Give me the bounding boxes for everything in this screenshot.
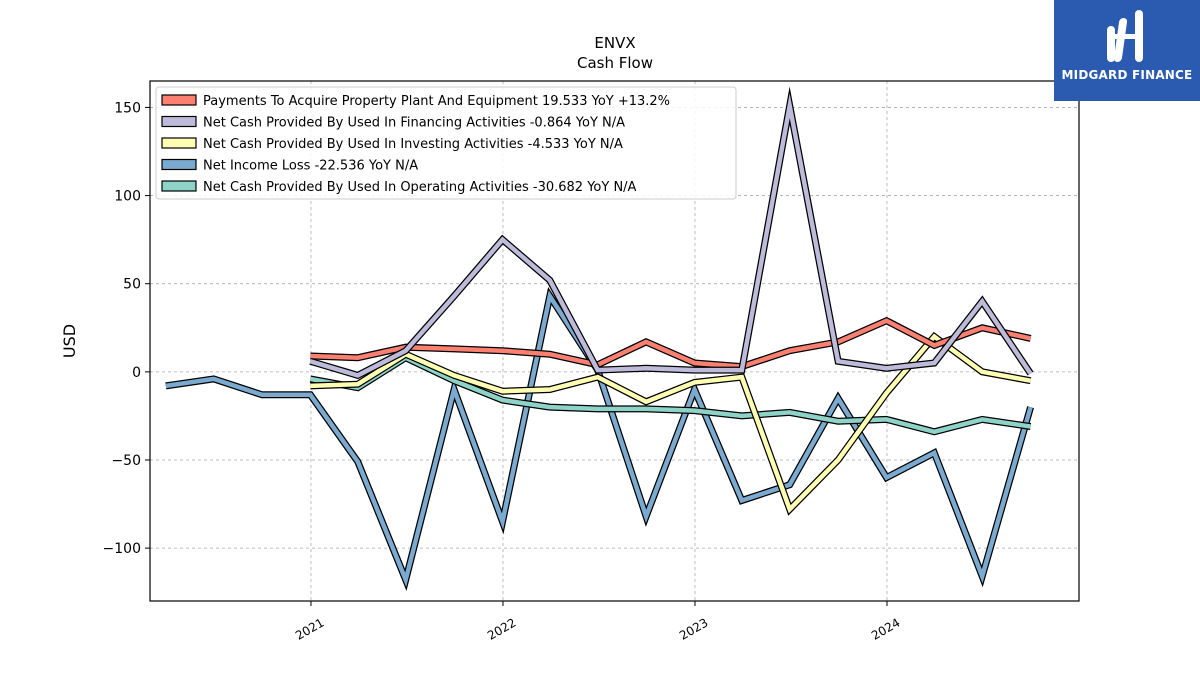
y-tick-label: −100 [103,541,141,557]
brand-name: MIDGARD FINANCE [1061,68,1193,82]
midgard-logo-icon [1107,10,1143,62]
chart-subtitle: Cash Flow [577,54,653,72]
y-tick-label: 100 [114,189,141,205]
series-line-payments-to-acquire-property-plant-and-equipment [310,318,1032,369]
legend-swatch [161,115,197,128]
brand-logo-badge: MIDGARD FINANCE [1054,0,1200,101]
legend-swatch [161,180,197,192]
legend-entry: Net Cash Provided By Used In Operating A… [203,180,637,195]
plot-frame [149,80,1080,602]
legend-entry: Net Income Loss -22.536 YoY N/A [203,159,418,174]
legend-entry: Net Cash Provided By Used In Investing A… [203,137,623,152]
legend-swatch [161,137,197,149]
legend-box [155,86,737,200]
chart-title: ENVX [594,34,635,52]
y-axis-label: USD [60,324,79,358]
y-axis: 150 100 50 0 −50 −100 [103,100,150,557]
y-tick-label: 50 [123,277,141,293]
legend-swatch [161,158,197,171]
legend-entry: Payments To Acquire Property Plant And E… [203,94,670,109]
x-tick-label: 2021 [293,615,326,642]
x-tick-label: 2024 [869,615,902,642]
series-outline-net-income-loss [165,287,1034,591]
x-tick-label: 2022 [485,615,518,642]
legend-entry: Net Cash Provided By Used In Financing A… [203,116,625,131]
series-line-net-income-loss [165,290,1033,587]
y-tick-label: 150 [114,100,141,116]
y-tick-label: 0 [132,365,141,381]
x-axis: 2021 2022 2023 2024 [293,601,902,643]
series-line-net-cash-provided-by-used-in-operating-activities [309,355,1031,435]
x-tick-label: 2023 [677,615,710,642]
legend-swatch [161,94,197,106]
series-line-net-cash-provided-by-used-in-financing-activities [309,93,1033,378]
series-lines [165,86,1034,591]
y-tick-label: −50 [111,453,141,469]
legend: Payments To Acquire Property Plant And E… [155,86,737,200]
